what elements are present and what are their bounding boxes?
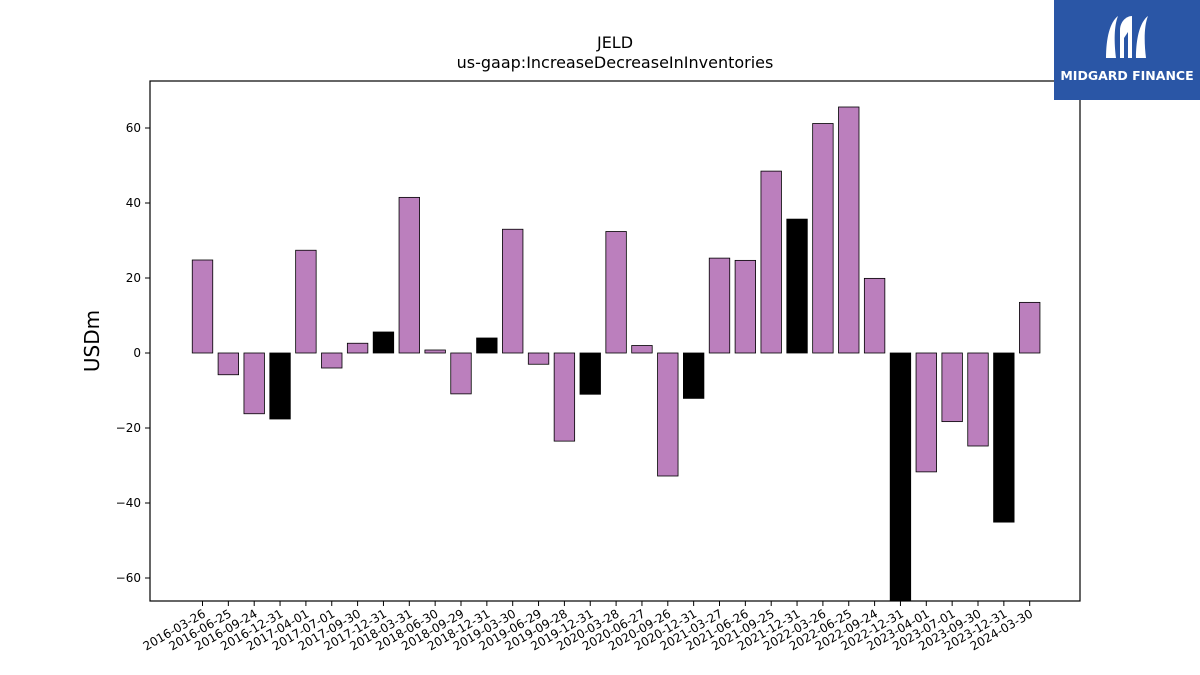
midgard-logo-icon bbox=[1106, 16, 1148, 58]
bar-2018-06-30 bbox=[424, 349, 446, 354]
bar-2020-09-26 bbox=[657, 352, 679, 477]
x-axis-ticks: 2016-03-262016-06-252016-09-242016-12-31… bbox=[141, 601, 1035, 653]
plot-frame bbox=[149, 80, 1081, 602]
bar-2018-12-31 bbox=[476, 337, 498, 354]
logo-text: MIDGARD FINANCE bbox=[1060, 68, 1194, 83]
bar-2016-03-26 bbox=[191, 259, 214, 354]
bar-2021-03-27 bbox=[708, 257, 731, 354]
y-tick-label: 60 bbox=[126, 121, 141, 135]
y-tick-label: 40 bbox=[126, 196, 141, 210]
y-tick-label: 20 bbox=[126, 271, 141, 285]
bar-2018-09-29 bbox=[450, 352, 472, 395]
y-axis-label: USDm bbox=[80, 310, 104, 372]
bar-2021-06-26 bbox=[734, 259, 756, 354]
bar-2020-03-28 bbox=[605, 231, 627, 354]
bar-2019-09-28 bbox=[553, 352, 576, 442]
bar-2019-06-29 bbox=[527, 352, 550, 365]
bar-2023-07-01 bbox=[941, 352, 963, 423]
bar-2023-12-31 bbox=[993, 352, 1015, 523]
bars bbox=[191, 106, 1041, 601]
bar-2019-03-30 bbox=[502, 228, 524, 354]
chart-subtitle: us-gaap:IncreaseDecreaseInInventories bbox=[457, 53, 774, 72]
y-tick-label: −60 bbox=[116, 571, 141, 585]
bar-2021-12-31 bbox=[786, 218, 808, 354]
bar-2021-09-25 bbox=[760, 170, 782, 354]
bar-2016-12-31 bbox=[269, 352, 291, 420]
y-tick-label: −40 bbox=[116, 496, 141, 510]
midgard-finance-logo: MIDGARD FINANCE bbox=[1054, 0, 1200, 100]
chart-title: JELD bbox=[596, 33, 633, 52]
bar-2023-04-01 bbox=[915, 352, 937, 473]
y-tick-label: −20 bbox=[116, 421, 141, 435]
bar-2022-12-31 bbox=[889, 352, 912, 601]
bar-2017-04-01 bbox=[295, 249, 317, 354]
bar-2022-06-25 bbox=[838, 106, 860, 354]
bar-2022-09-24 bbox=[863, 277, 886, 354]
bar-2022-03-26 bbox=[812, 123, 834, 354]
bar-2023-09-30 bbox=[967, 352, 989, 447]
bar-2019-12-31 bbox=[579, 352, 601, 395]
bar-2017-07-01 bbox=[321, 352, 343, 369]
bar-2016-09-24 bbox=[243, 352, 265, 415]
bar-2024-03-30 bbox=[1019, 301, 1041, 354]
bar-2020-06-27 bbox=[631, 345, 653, 354]
bar-2017-12-31 bbox=[372, 331, 395, 354]
y-tick-label: 0 bbox=[133, 346, 141, 360]
bar-2020-12-31 bbox=[683, 352, 705, 399]
bar-2018-03-31 bbox=[398, 196, 420, 354]
y-axis-ticks: −60 −40 −20 0 20 40 60 bbox=[116, 121, 150, 585]
bar-2017-09-30 bbox=[346, 342, 369, 354]
bar-2016-06-25 bbox=[217, 352, 240, 376]
